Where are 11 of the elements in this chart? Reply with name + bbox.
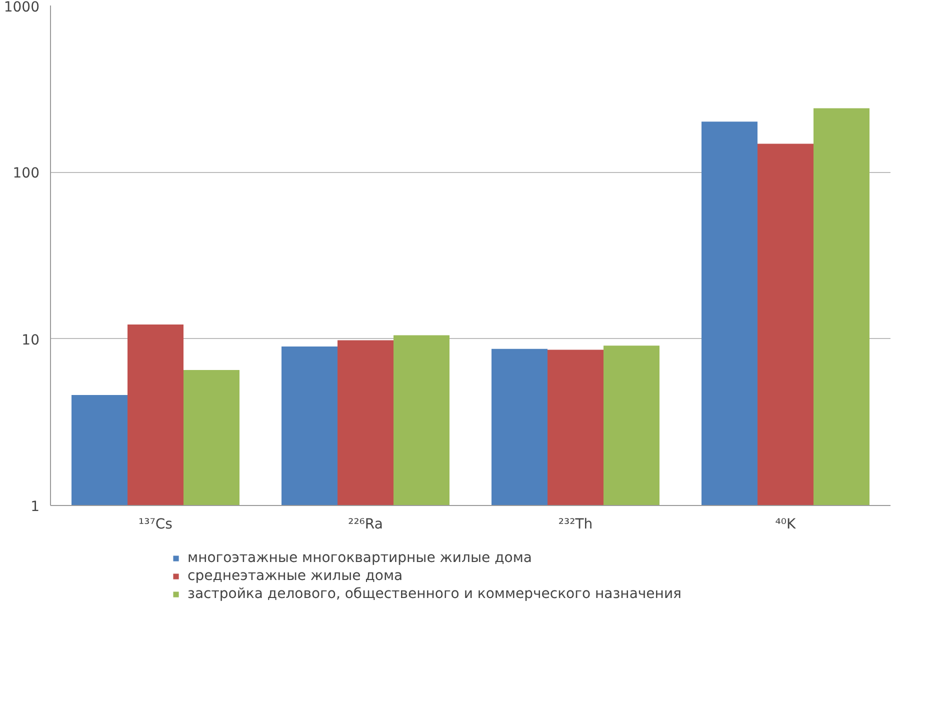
legend-label: застройка делового, общественного и коммерческого назначения <box>188 586 682 602</box>
x-tick-label: ⁴⁰K <box>775 516 797 532</box>
x-tick-label: ¹³⁷Cs <box>138 516 172 532</box>
x-tick-label: ²²⁶Ra <box>348 516 383 532</box>
legend-label: среднеэтажные жилые дома <box>188 568 403 584</box>
y-tick-label: 1000 <box>4 0 40 16</box>
x-tick-label: ²³²Th <box>558 516 593 532</box>
y-tick-label: 100 <box>12 166 40 182</box>
legend-label: многоэтажные многоквартирные жилые дома <box>188 550 532 566</box>
y-tick-label: 10 <box>22 332 40 348</box>
y-tick-label: 1 <box>30 499 40 515</box>
